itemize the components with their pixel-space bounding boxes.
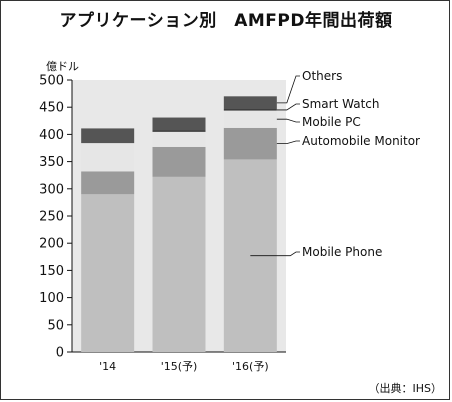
y-tick-label: 150 [39,264,64,279]
y-axis-label: 億ドル [46,60,79,73]
bar-segment [223,110,277,128]
bar-segment [152,146,206,177]
bar-segment [81,128,135,144]
bar-segment [152,117,206,131]
bar-segment [223,109,277,111]
legend-leader-line [250,251,300,257]
y-tick-label: 400 [39,128,64,143]
bar-segment [152,176,206,352]
legend-label: Mobile Phone [302,245,382,259]
bar-segment [152,130,206,132]
bar-segment [152,131,206,147]
bar-segment [81,143,135,172]
y-tick-label: 50 [47,318,64,333]
legend-leader-line [276,118,300,123]
y-tick-label: 200 [39,237,64,252]
bar-segment [81,171,135,195]
source-note: （出典：IHS） [368,382,443,395]
x-category-label: '14 [99,360,116,373]
bar-segment [223,127,277,160]
y-tick-label: 350 [39,155,64,170]
legend-leader-line [276,75,300,104]
y-tick-label: 100 [39,291,64,306]
legend-label: Others [302,69,342,83]
y-tick-label: 300 [39,182,64,197]
legend-leader-line [276,140,300,145]
x-category-label: '15(予) [161,360,198,373]
legend-leader-line [276,103,300,111]
x-category-label: '16(予) [232,360,269,373]
y-tick-label: 0 [56,346,64,361]
bar-segment [81,194,135,352]
y-tick-label: 500 [39,74,64,89]
legend-label: Mobile PC [302,115,361,129]
y-tick-label: 250 [39,210,64,225]
legend-label: Automobile Monitor [302,134,420,148]
bar-segment [223,96,277,110]
legend-label: Smart Watch [302,97,379,111]
chart-title: アプリケーション別 AMFPD年間出荷額 [59,11,393,31]
y-tick-label: 450 [39,101,64,116]
